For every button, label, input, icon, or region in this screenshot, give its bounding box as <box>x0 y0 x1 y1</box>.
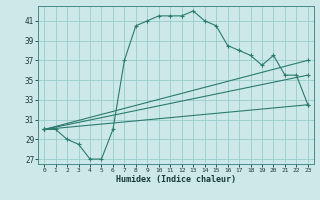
X-axis label: Humidex (Indice chaleur): Humidex (Indice chaleur) <box>116 175 236 184</box>
